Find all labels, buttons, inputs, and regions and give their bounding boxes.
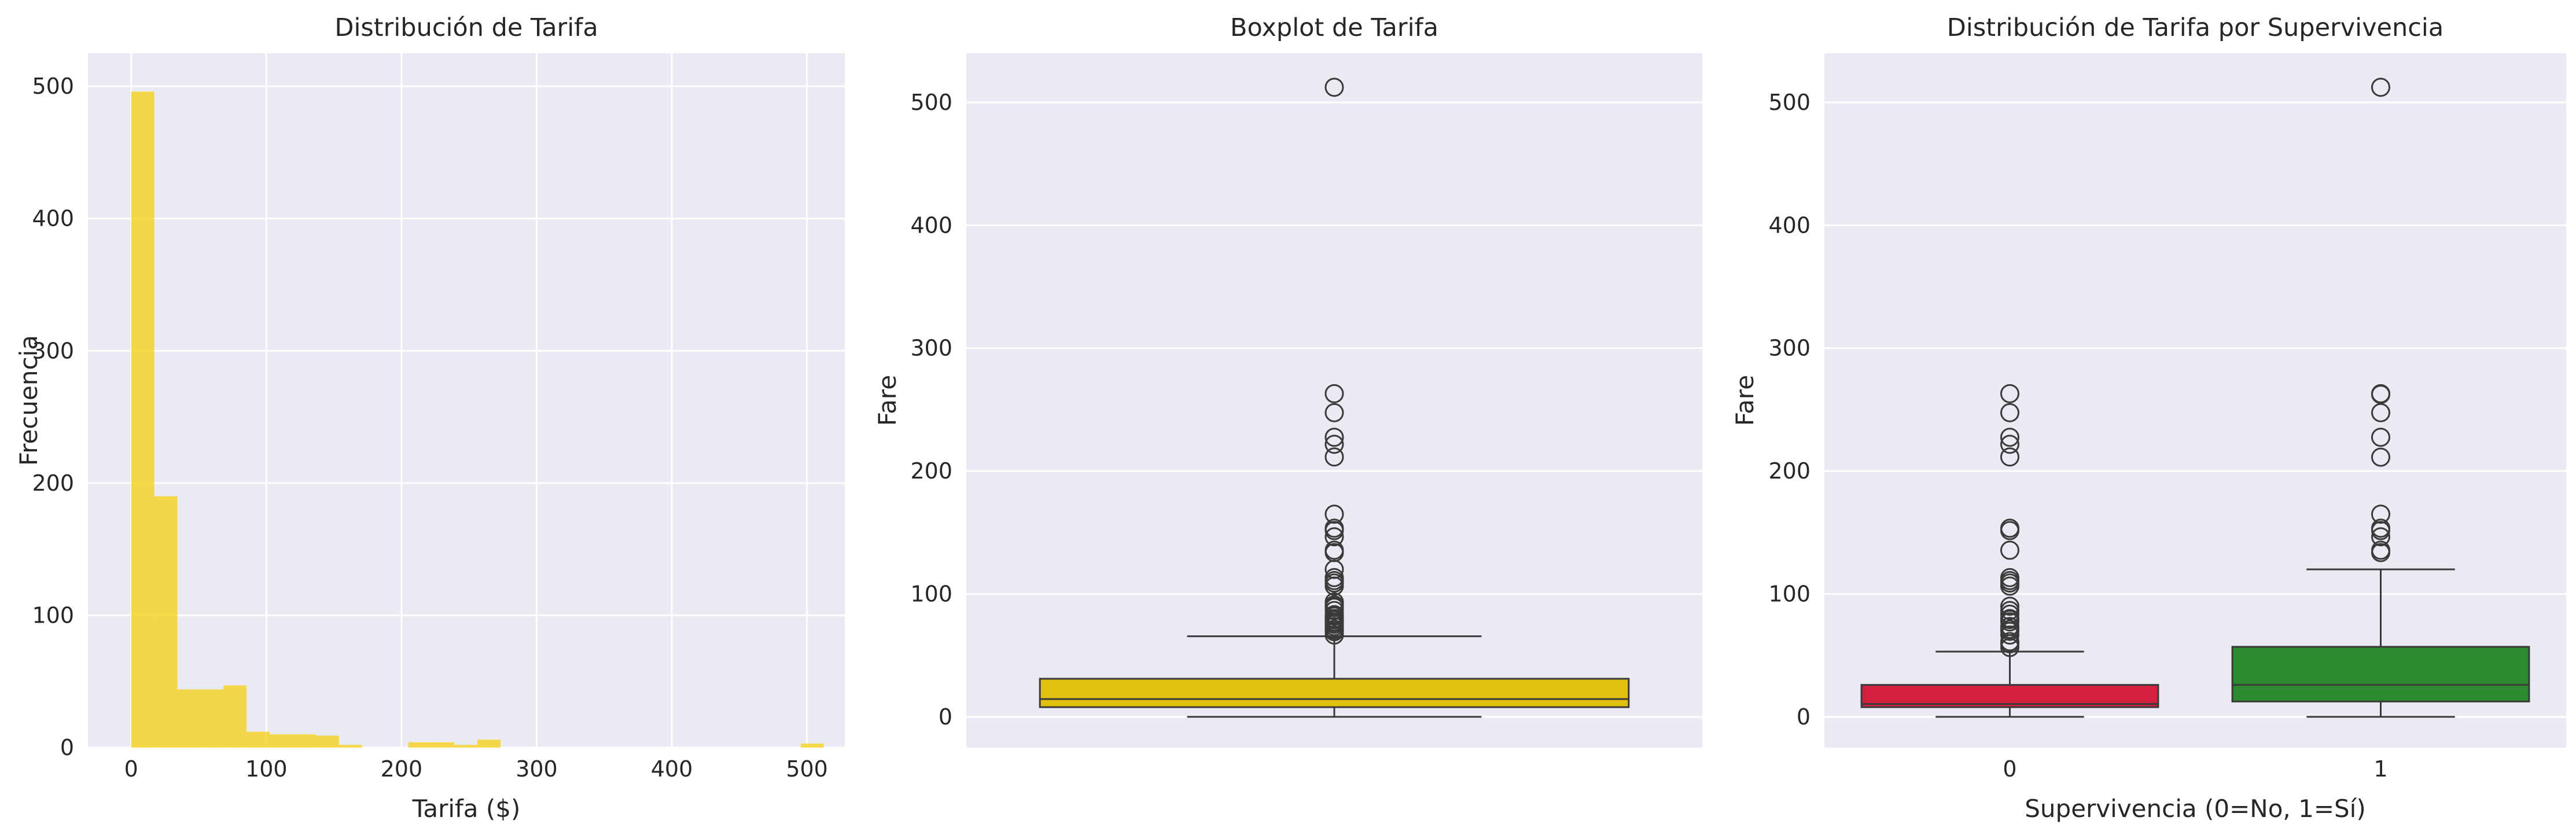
- y-tick-label: 0: [60, 735, 74, 760]
- histogram-bar: [408, 742, 432, 748]
- outlier-point: [2000, 521, 2019, 540]
- outlier-point: [2371, 385, 2390, 404]
- histogram-bar: [800, 744, 824, 748]
- y-tick-label: 100: [910, 582, 952, 607]
- outlier-point: [1324, 428, 1344, 447]
- y-axis-label: Frecuencia: [14, 335, 43, 466]
- x-tick-label: 100: [245, 756, 288, 782]
- x-axis-label: Tarifa ($): [412, 794, 521, 823]
- histogram-bar: [477, 739, 501, 748]
- outlier-point: [2000, 540, 2019, 560]
- x-tick-label: 200: [381, 756, 423, 782]
- y-tick-label: 100: [1768, 582, 1810, 607]
- outlier-point: [2000, 384, 2019, 403]
- outlier-point: [2000, 435, 2019, 454]
- outlier-point: [2371, 543, 2390, 562]
- histogram-bar: [177, 689, 201, 748]
- panel-boxplot-by-survival: 0 100 200 300 400 500 0 1 Distribución de Tarif…: [1731, 13, 2566, 823]
- outlier-point: [1324, 601, 1344, 620]
- chart-title: Distribución de Tarifa: [334, 13, 598, 42]
- histogram-bar: [338, 745, 362, 748]
- y-tick-label: 400: [32, 206, 74, 231]
- y-tick-label: 0: [1797, 704, 1810, 730]
- outlier-point: [2000, 625, 2019, 645]
- outlier-point: [2000, 612, 2019, 632]
- y-tick-label: 400: [910, 212, 952, 238]
- outlier-point: [2000, 638, 2019, 657]
- outlier-point: [1324, 78, 1344, 97]
- y-tick-label: 500: [1768, 90, 1810, 115]
- outlier-point: [2371, 527, 2390, 547]
- y-tick-label: 0: [939, 704, 952, 730]
- outlier-point: [2371, 403, 2390, 422]
- chart-title: Boxplot de Tarifa: [1230, 13, 1438, 42]
- x-tick-label: 1: [2373, 756, 2387, 782]
- y-tick-label: 200: [910, 458, 952, 484]
- x-tick-label: 0: [2003, 756, 2016, 782]
- y-tick-label: 200: [1768, 458, 1810, 484]
- histogram-bar: [200, 689, 224, 748]
- outlier-point: [1324, 527, 1344, 547]
- outlier-point: [2371, 521, 2390, 540]
- y-axis-label: Fare: [1731, 375, 1759, 426]
- y-axis-label: Fare: [873, 375, 901, 426]
- outlier-point: [2371, 505, 2390, 524]
- chart-title: Distribución de Tarifa por Supervivencia: [1947, 13, 2443, 42]
- y-tick-label: 500: [32, 73, 74, 99]
- outlier-point: [2371, 78, 2390, 97]
- y-tick-label: 300: [32, 338, 74, 363]
- y-tick-label: 300: [910, 336, 952, 361]
- histogram-bar: [315, 735, 339, 748]
- x-axis-label: Supervivencia (0=No, 1=Sí): [2025, 794, 2365, 823]
- y-tick-label: 400: [1768, 212, 1810, 238]
- x-tick-label: 0: [124, 756, 138, 782]
- histogram-bar: [154, 496, 178, 748]
- outlier-point: [1324, 576, 1344, 596]
- outlier-point: [2000, 576, 2019, 596]
- outlier-point: [1324, 625, 1344, 645]
- outlier-point: [1324, 435, 1344, 454]
- plot-area: [1824, 53, 2566, 748]
- x-tick-label: 500: [786, 756, 828, 782]
- histogram-bar: [223, 685, 247, 748]
- histogram-bar: [293, 734, 316, 748]
- outlier-point: [1324, 521, 1344, 540]
- y-tick-label: 500: [910, 90, 952, 115]
- outlier-point: [1324, 403, 1344, 422]
- x-tick-label: 300: [516, 756, 558, 782]
- outlier-point: [1324, 505, 1344, 524]
- outlier-point: [2000, 597, 2019, 616]
- outlier-point: [1324, 447, 1344, 467]
- outlier-point: [2371, 428, 2390, 447]
- plot-area: [88, 53, 845, 748]
- outlier-point: [1324, 384, 1344, 403]
- outlier-point: [2000, 447, 2019, 467]
- outlier-point: [2000, 428, 2019, 447]
- histogram-bar: [454, 745, 478, 748]
- panel-boxplot: 0 100 200 300 400 500 Boxplot de Tarifa Fare: [873, 13, 1702, 748]
- y-tick-label: 200: [32, 470, 74, 496]
- histogram-bar: [270, 734, 293, 748]
- box-iqr: [1039, 678, 1630, 708]
- histogram-bar: [431, 742, 455, 748]
- histogram-bar: [131, 91, 154, 748]
- box-iqr: [2231, 646, 2530, 702]
- y-tick-label: 300: [1768, 336, 1810, 361]
- outlier-point: [2000, 403, 2019, 422]
- x-tick-label: 400: [651, 756, 693, 782]
- panel-histogram: 0 100 200 300 400 500 0 100 200 300 400 500 Distrib…: [14, 13, 845, 823]
- outlier-point: [2371, 447, 2390, 467]
- histogram-bar: [246, 731, 270, 748]
- y-tick-label: 100: [32, 602, 74, 628]
